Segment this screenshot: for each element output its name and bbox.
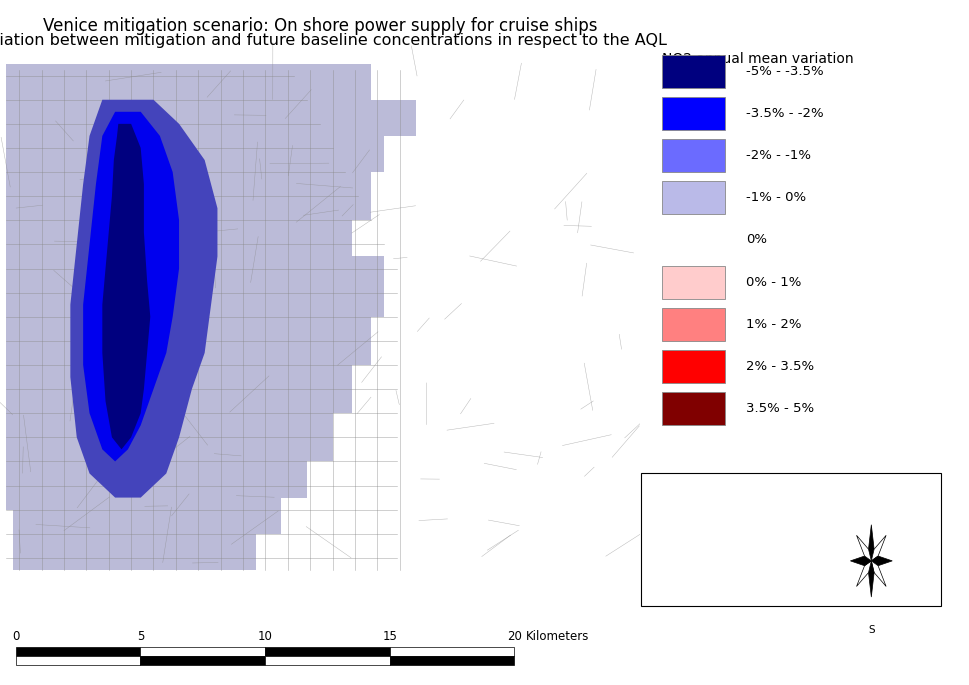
Text: relative variation from -4% to 0%: relative variation from -4% to 0% xyxy=(662,473,860,486)
Text: -3.5% - -2%: -3.5% - -2% xyxy=(746,107,824,120)
Polygon shape xyxy=(857,535,871,561)
Bar xyxy=(662,308,725,341)
Polygon shape xyxy=(857,561,871,586)
Text: AQL for NO2 annual mean: AQL for NO2 annual mean xyxy=(655,527,809,540)
Text: variation=(mitigat. - 2020)/AQL: variation=(mitigat. - 2020)/AQL xyxy=(655,488,875,503)
Text: 5: 5 xyxy=(137,630,144,643)
Bar xyxy=(662,181,725,214)
Polygon shape xyxy=(851,556,871,566)
Bar xyxy=(16,647,141,656)
Bar xyxy=(662,55,725,88)
Polygon shape xyxy=(871,561,886,586)
Polygon shape xyxy=(871,535,886,561)
Text: Kilometers: Kilometers xyxy=(526,630,590,643)
Bar xyxy=(662,97,725,130)
Text: concentrations:: concentrations: xyxy=(655,552,747,565)
Bar xyxy=(662,392,725,425)
Text: 15: 15 xyxy=(382,630,397,643)
Bar xyxy=(662,350,725,383)
Polygon shape xyxy=(83,112,179,462)
Bar xyxy=(16,656,141,665)
Text: -2% - -1%: -2% - -1% xyxy=(746,149,811,162)
Bar xyxy=(390,656,515,665)
Text: -5% - -3.5%: -5% - -3.5% xyxy=(746,64,824,77)
Text: 10: 10 xyxy=(258,630,272,643)
Bar xyxy=(662,139,725,172)
Bar xyxy=(641,473,941,606)
Polygon shape xyxy=(868,561,874,597)
Text: 2% - 3.5%: 2% - 3.5% xyxy=(746,360,814,373)
Text: NO2 annual mean variation: NO2 annual mean variation xyxy=(662,51,854,66)
Bar xyxy=(662,266,725,299)
Text: 40 ug/m3: 40 ug/m3 xyxy=(655,576,711,589)
Text: -1% - 0%: -1% - 0% xyxy=(746,191,806,204)
Text: 0% - 1%: 0% - 1% xyxy=(746,275,801,288)
Polygon shape xyxy=(868,525,874,561)
Polygon shape xyxy=(103,124,150,449)
Polygon shape xyxy=(871,556,892,566)
Text: E: E xyxy=(908,556,915,566)
Text: 1% - 2%: 1% - 2% xyxy=(746,318,801,331)
Text: Variation between mitigation and future baseline concentrations in respect to th: Variation between mitigation and future … xyxy=(0,33,667,48)
Bar xyxy=(141,647,265,656)
Text: 3.5% - 5%: 3.5% - 5% xyxy=(746,402,814,415)
Bar xyxy=(265,656,390,665)
Bar xyxy=(141,656,265,665)
Text: W: W xyxy=(827,556,836,566)
Bar xyxy=(390,647,515,656)
Text: N: N xyxy=(867,486,875,497)
Polygon shape xyxy=(7,64,416,570)
Text: Venice mitigation scenario: On shore power supply for cruise ships: Venice mitigation scenario: On shore pow… xyxy=(43,17,597,35)
Text: 0%: 0% xyxy=(746,234,766,247)
Text: 20: 20 xyxy=(507,630,521,643)
Text: 0: 0 xyxy=(12,630,19,643)
Bar xyxy=(265,647,390,656)
Polygon shape xyxy=(71,100,217,497)
Text: S: S xyxy=(868,625,875,635)
